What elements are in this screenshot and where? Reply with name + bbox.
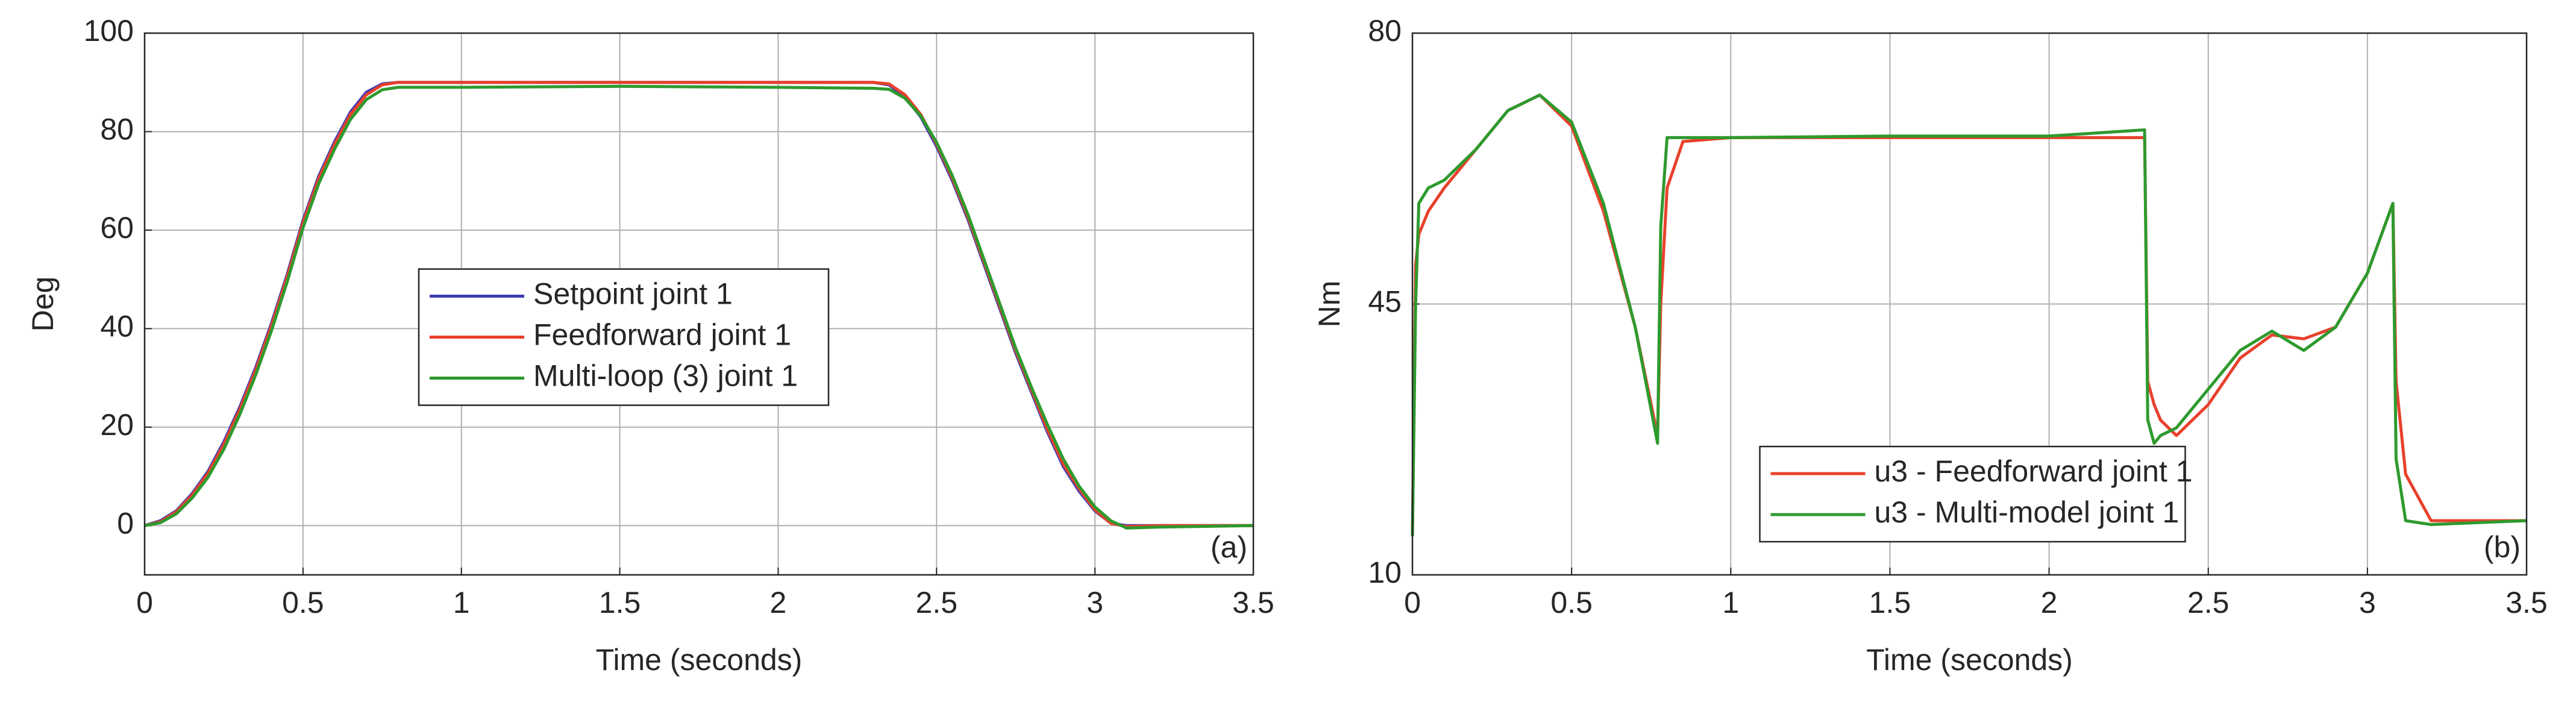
x-tick-label: 0.5 bbox=[282, 586, 324, 619]
legend: Setpoint joint 1 Feedforward joint 1 Multi… bbox=[418, 268, 830, 406]
y-tick-label: 10 bbox=[1368, 556, 1402, 589]
x-tick-label: 3 bbox=[1086, 586, 1103, 619]
legend-label: Feedforward joint 1 bbox=[533, 318, 791, 352]
series-line bbox=[1411, 93, 2527, 536]
x-axis-label: Time (seconds) bbox=[596, 643, 803, 677]
series-line bbox=[144, 81, 1253, 528]
axes-frame bbox=[143, 32, 1255, 576]
series-line bbox=[144, 84, 1254, 530]
panel-label: (a) bbox=[1211, 530, 1247, 564]
x-tick-label: 1.5 bbox=[599, 586, 641, 619]
x-tick-label: 3 bbox=[2359, 586, 2376, 619]
y-tick-label: 45 bbox=[1368, 285, 1402, 319]
x-tick-label: 1 bbox=[1722, 586, 1739, 619]
y-tick-label: 100 bbox=[84, 14, 134, 48]
x-axis-label: Time (seconds) bbox=[1866, 643, 2073, 677]
x-tick-label: 0 bbox=[1404, 586, 1421, 619]
panel: 0 0.5 1 1.5 2 2.5 3 3.5 10 45 80 Time (seconds) Nm (b… bbox=[1312, 14, 2548, 677]
legend-label: Setpoint joint 1 bbox=[533, 277, 733, 311]
x-tick-label: 2 bbox=[770, 586, 787, 619]
legend-box bbox=[418, 268, 830, 406]
x-tick-label: 2 bbox=[2041, 586, 2058, 619]
x-tick-label: 2.5 bbox=[916, 586, 958, 619]
x-tick-label: 1 bbox=[453, 586, 470, 619]
y-tick-label: 20 bbox=[100, 408, 134, 442]
panel: 0 0.5 1 1.5 2 2.5 3 3.5 0 20 40 60 80 100 Time (second… bbox=[26, 14, 1274, 677]
y-tick-label: 80 bbox=[100, 113, 134, 146]
legend-label: u3 - Multi-model joint 1 bbox=[1875, 495, 2180, 529]
x-tick-label: 1.5 bbox=[1869, 586, 1911, 619]
y-tick-label: 0 bbox=[117, 506, 134, 540]
x-tick-label: 2.5 bbox=[2187, 586, 2230, 619]
y-axis-label: Nm bbox=[1312, 281, 1346, 328]
legend-label: Multi-loop (3) joint 1 bbox=[533, 359, 798, 393]
x-tick-label: 3.5 bbox=[1232, 586, 1274, 619]
panel-label: (b) bbox=[2484, 530, 2521, 564]
legend-box bbox=[1759, 445, 2186, 543]
legend-label: u3 - Feedforward joint 1 bbox=[1875, 454, 2193, 488]
x-tick-label: 0 bbox=[136, 586, 153, 619]
y-tick-label: 60 bbox=[100, 211, 134, 245]
x-tick-label: 3.5 bbox=[2505, 586, 2548, 619]
x-tick-label: 0.5 bbox=[1550, 586, 1593, 619]
y-tick-label: 40 bbox=[100, 310, 134, 343]
y-axis-label: Deg bbox=[26, 277, 60, 332]
axes-frame bbox=[1411, 32, 2528, 576]
y-tick-label: 80 bbox=[1368, 14, 1402, 48]
legend: u3 - Feedforward joint 1 u3 - Multi-model… bbox=[1759, 445, 2193, 543]
